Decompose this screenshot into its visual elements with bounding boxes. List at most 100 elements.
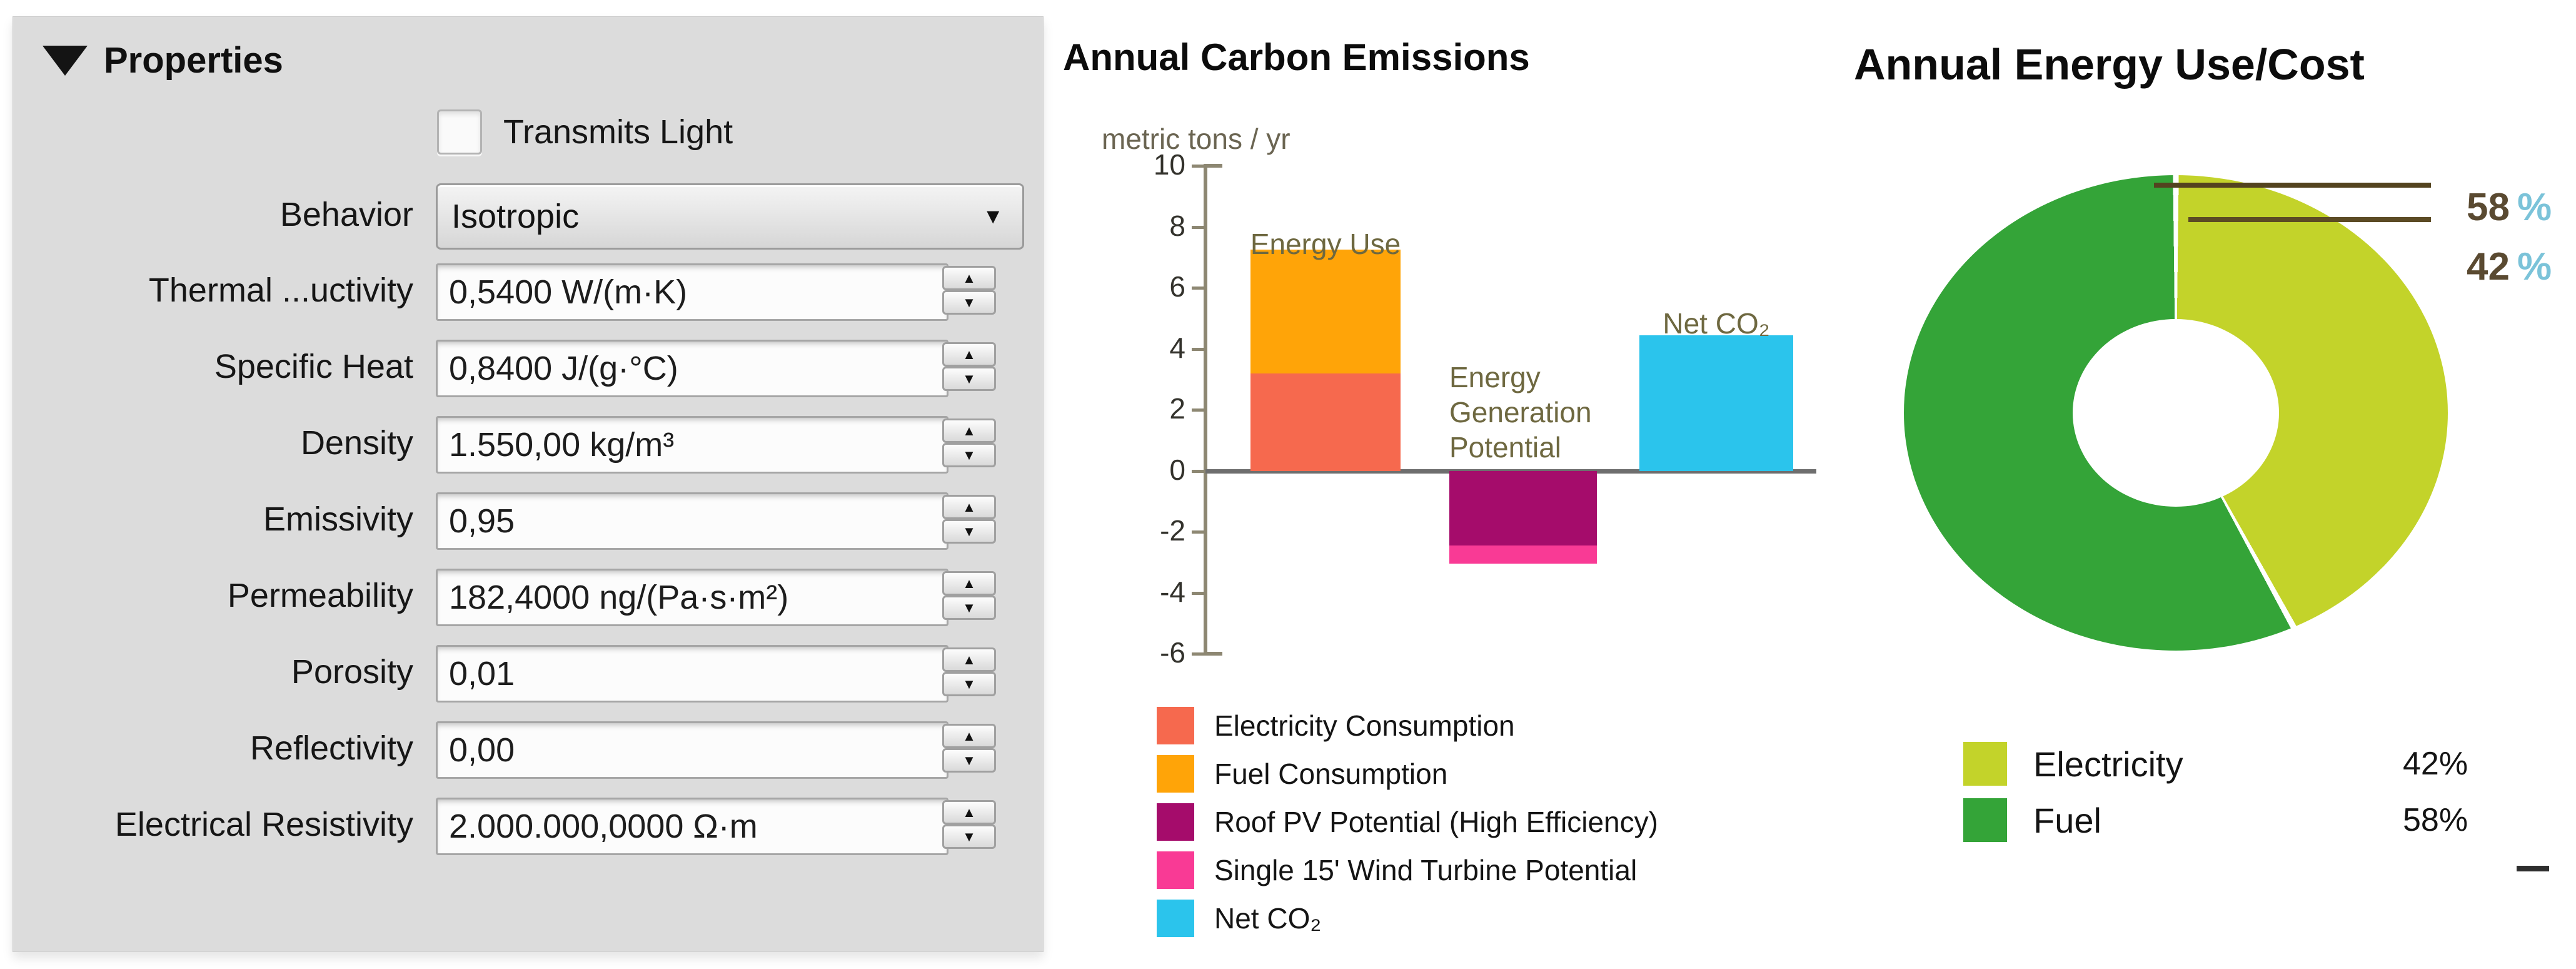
legend-color-swatch bbox=[1157, 851, 1194, 889]
callout-line-58 bbox=[2154, 183, 2431, 188]
spin-down-button[interactable]: ▼ bbox=[942, 443, 996, 467]
spin-up-button[interactable]: ▲ bbox=[942, 647, 996, 672]
legend-label: Fuel Consumption bbox=[1214, 758, 1448, 790]
spin-down-button[interactable]: ▼ bbox=[942, 367, 996, 391]
property-input[interactable]: 0,5400 W/(m·K) bbox=[436, 263, 948, 321]
y-tick-mark bbox=[1192, 225, 1205, 229]
property-label: Electrical Resistivity bbox=[114, 806, 413, 843]
legend-percentage: 58% bbox=[2403, 802, 2468, 838]
property-label: Reflectivity bbox=[249, 729, 413, 767]
spin-up-button[interactable]: ▲ bbox=[942, 419, 996, 443]
bar-segment bbox=[1449, 470, 1597, 545]
spin-up-button[interactable]: ▲ bbox=[942, 571, 996, 596]
y-tick-mark bbox=[1192, 469, 1205, 473]
callout-value: 58 bbox=[2467, 186, 2510, 229]
legend-color-swatch bbox=[1157, 803, 1194, 841]
property-label: Permeability bbox=[227, 577, 413, 614]
resize-handle[interactable] bbox=[2517, 866, 2549, 871]
property-input[interactable]: 0,01 bbox=[436, 645, 948, 703]
property-label: Density bbox=[300, 424, 413, 462]
legend-label: Roof PV Potential (High Efficiency) bbox=[1214, 806, 1658, 838]
bar-group-label: Energy Use bbox=[1250, 228, 1401, 261]
spin-down-button[interactable]: ▼ bbox=[942, 748, 996, 773]
behavior-dropdown[interactable]: Isotropic ▼ bbox=[436, 183, 1024, 250]
spin-down-button[interactable]: ▼ bbox=[942, 519, 996, 544]
bar-segment bbox=[1250, 373, 1401, 471]
y-axis-cap bbox=[1204, 164, 1222, 168]
value-stepper: ▲ ▼ bbox=[942, 724, 996, 773]
property-input[interactable]: 182,4000 ng/(Pa·s·m²) bbox=[436, 569, 948, 626]
y-tick-mark bbox=[1192, 530, 1205, 534]
bar-plot-area: 10 8 6 4 2 0 -2 -4 -6 Energy Use Energy Generation… bbox=[1063, 25, 1857, 945]
property-input[interactable]: 0,8400 J/(g·°C) bbox=[436, 340, 948, 397]
legend-color-swatch bbox=[1963, 742, 2007, 786]
property-label: Thermal ...uctivity bbox=[148, 271, 413, 309]
y-tick-label: 4 bbox=[1169, 331, 1185, 364]
y-tick-mark bbox=[1192, 287, 1205, 290]
y-tick-label: -6 bbox=[1160, 636, 1185, 669]
legend-color-swatch bbox=[1157, 900, 1194, 937]
spin-up-button[interactable]: ▲ bbox=[942, 800, 996, 824]
spin-up-button[interactable]: ▲ bbox=[942, 342, 996, 367]
behavior-value: Isotropic bbox=[451, 198, 580, 235]
value-stepper: ▲ ▼ bbox=[942, 419, 996, 467]
transmits-light-checkbox[interactable] bbox=[437, 109, 482, 155]
spin-up-button[interactable]: ▲ bbox=[942, 724, 996, 748]
bar-group-label: Net CO₂ bbox=[1663, 307, 1770, 340]
property-row: Porosity 0,01 ▲ ▼ bbox=[13, 634, 1043, 710]
spin-down-button[interactable]: ▼ bbox=[942, 290, 996, 315]
property-input[interactable]: 0,00 bbox=[436, 721, 948, 779]
legend-color-swatch bbox=[1157, 755, 1194, 793]
y-tick-label: 2 bbox=[1169, 392, 1185, 425]
y-axis-line bbox=[1204, 164, 1207, 656]
legend-item: Single 15' Wind Turbine Potential bbox=[1157, 851, 1637, 889]
energy-use-cost-chart: Annual Energy Use/Cost 58% 42% Electrici… bbox=[1851, 25, 2576, 945]
properties-header: Properties bbox=[43, 39, 283, 81]
callout-line-42 bbox=[2188, 217, 2431, 222]
property-fields: Thermal ...uctivity 0,5400 W/(m·K) ▲ ▼ Speci… bbox=[13, 17, 1043, 951]
property-row: Specific Heat 0,8400 J/(g·°C) ▲ ▼ bbox=[13, 328, 1043, 405]
spin-down-button[interactable]: ▼ bbox=[942, 672, 996, 696]
value-stepper: ▲ ▼ bbox=[942, 495, 996, 544]
spin-up-button[interactable]: ▲ bbox=[942, 266, 996, 290]
property-row: Thermal ...uctivity 0,5400 W/(m·K) ▲ ▼ bbox=[13, 252, 1043, 328]
percent-sign: % bbox=[2517, 245, 2552, 288]
collapse-triangle-icon[interactable] bbox=[43, 45, 88, 76]
chevron-down-icon: ▼ bbox=[982, 204, 1004, 228]
y-tick-label: 0 bbox=[1169, 453, 1185, 486]
spin-down-button[interactable]: ▼ bbox=[942, 824, 996, 849]
spin-up-button[interactable]: ▲ bbox=[942, 495, 996, 519]
property-row: Reflectivity 0,00 ▲ ▼ bbox=[13, 710, 1043, 786]
donut-chart-legend: Electricity 42% Fuel 58% bbox=[1851, 25, 2576, 945]
legend-item: Electricity Consumption bbox=[1157, 707, 1515, 744]
carbon-emissions-chart: Annual Carbon Emissions metric tons / yr… bbox=[1063, 25, 1857, 945]
legend-item: Net CO₂ bbox=[1157, 900, 1321, 937]
y-tick-mark bbox=[1192, 165, 1205, 168]
legend-item: Fuel Consumption bbox=[1157, 755, 1447, 793]
y-tick-label: 10 bbox=[1153, 148, 1185, 181]
property-row: Permeability 182,4000 ng/(Pa·s·m²) ▲ ▼ bbox=[13, 557, 1043, 634]
value-stepper: ▲ ▼ bbox=[942, 800, 996, 849]
spin-down-button[interactable]: ▼ bbox=[942, 596, 996, 620]
legend-label: Electricity bbox=[2033, 744, 2183, 784]
value-stepper: ▲ ▼ bbox=[942, 342, 996, 391]
y-tick-label: 6 bbox=[1169, 270, 1185, 303]
property-label: Specific Heat bbox=[214, 348, 413, 385]
property-row: Density 1.550,00 kg/m³ ▲ ▼ bbox=[13, 405, 1043, 481]
property-label: Porosity bbox=[291, 653, 413, 691]
legend-label: Net CO₂ bbox=[1214, 902, 1322, 935]
property-input[interactable]: 1.550,00 kg/m³ bbox=[436, 416, 948, 474]
bar-chart-legend: Electricity Consumption Fuel Consumption R… bbox=[1063, 25, 1857, 945]
y-tick-label: -4 bbox=[1160, 575, 1185, 608]
y-axis-unit-label: metric tons / yr bbox=[1102, 123, 1291, 155]
property-input[interactable]: 2.000.000,0000 Ω·m bbox=[436, 798, 948, 855]
legend-label: Fuel bbox=[2033, 800, 2101, 840]
y-tick-mark bbox=[1192, 408, 1205, 412]
legend-label: Single 15' Wind Turbine Potential bbox=[1214, 854, 1638, 886]
property-row: Emissivity 0,95 ▲ ▼ bbox=[13, 481, 1043, 557]
donut-hole bbox=[2073, 319, 2279, 507]
y-tick-mark bbox=[1192, 591, 1205, 595]
property-input[interactable]: 0,95 bbox=[436, 492, 948, 550]
y-axis-cap bbox=[1204, 652, 1222, 656]
